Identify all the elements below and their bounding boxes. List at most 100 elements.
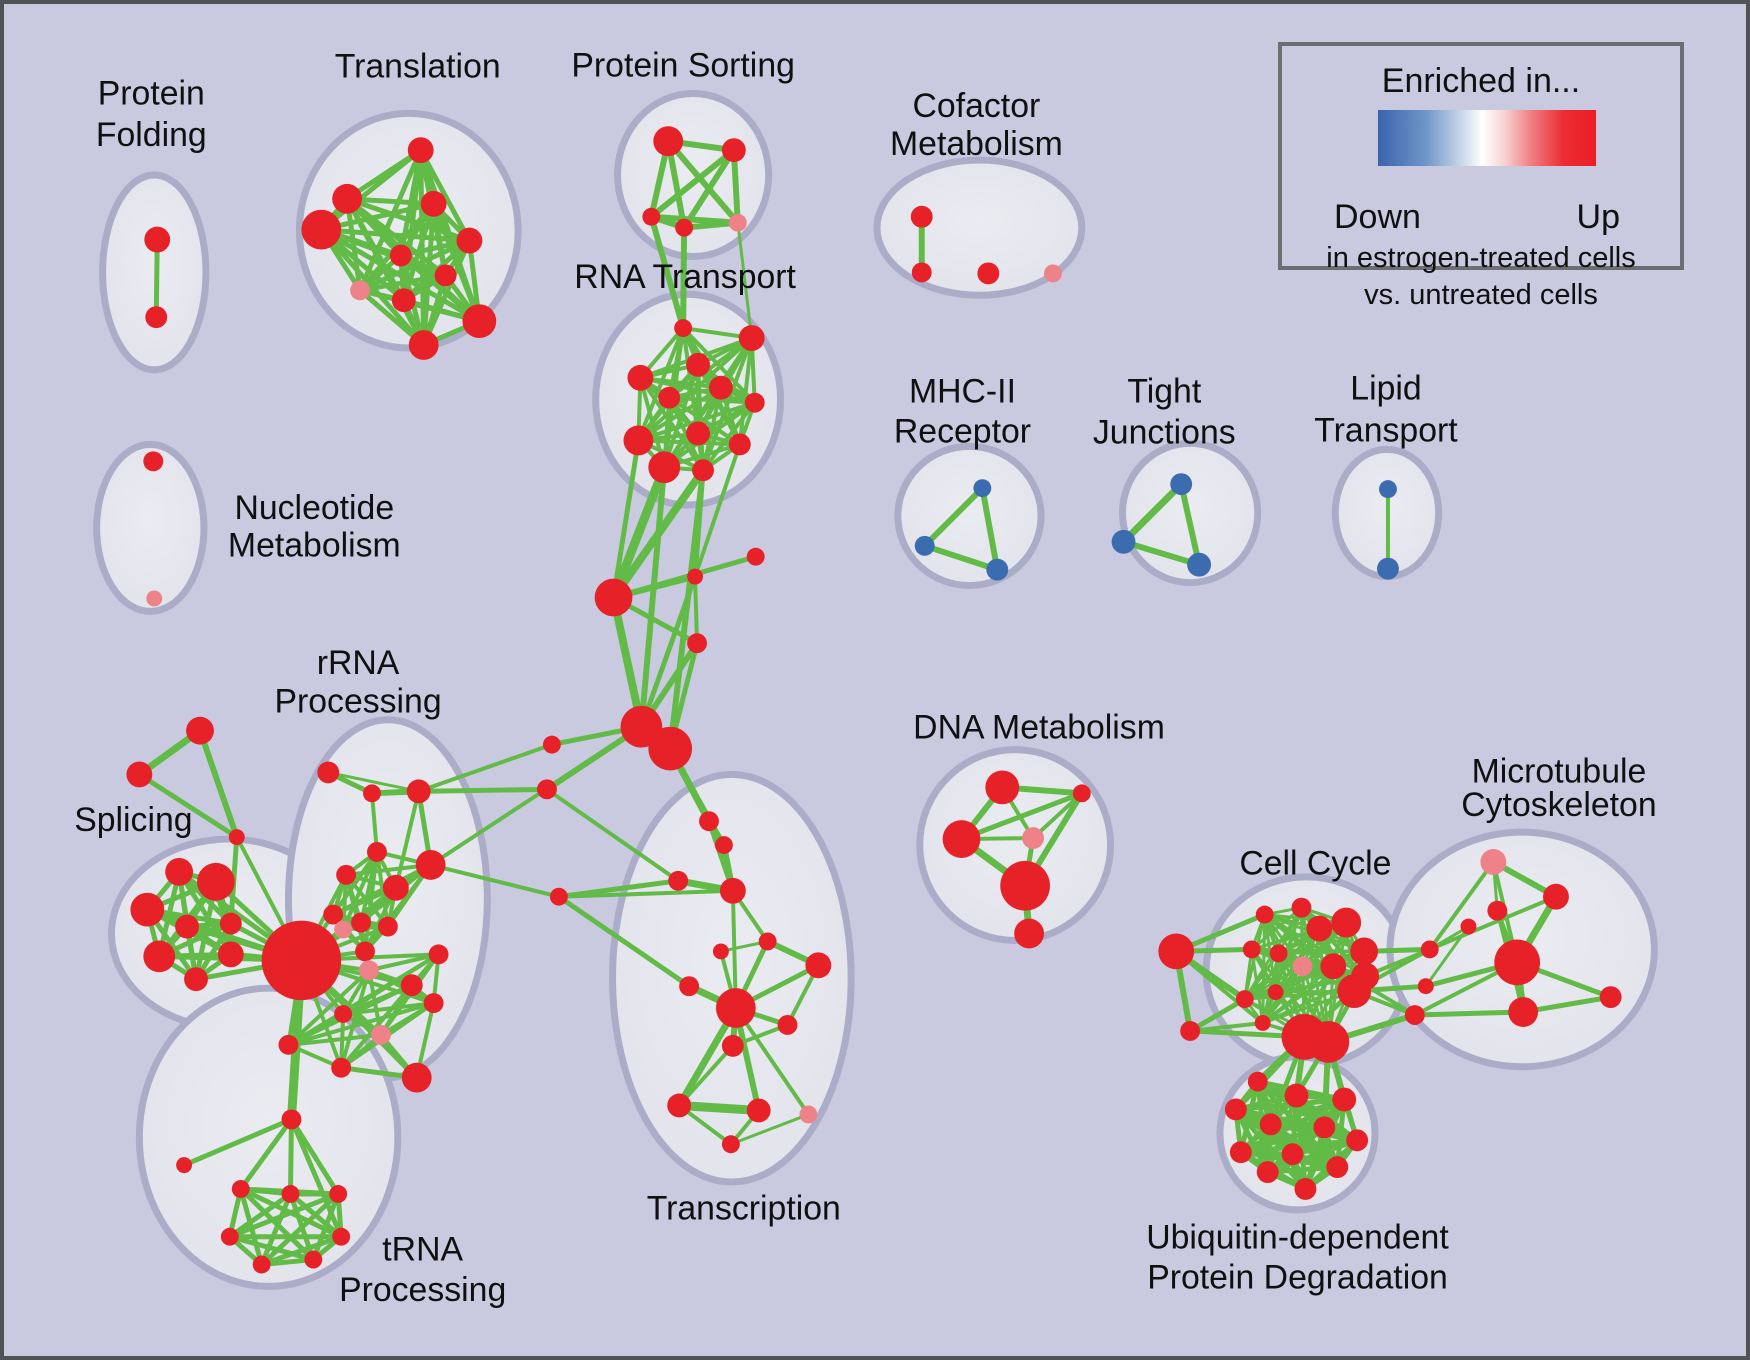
- node-r21: [359, 960, 379, 981]
- edge-tc14-tc15: [729, 1112, 810, 1146]
- node-m2: [1543, 883, 1569, 910]
- node-cc1: [1180, 1020, 1201, 1041]
- edge-tr2-tr8: [344, 196, 363, 293]
- edge-ps1-ps5: [665, 138, 741, 226]
- edge-rt6-rt9: [636, 385, 723, 443]
- node-h4: [687, 633, 707, 654]
- edge-rt11-h2: [609, 462, 669, 602]
- cluster-cofactor-metabolism-label-line2: Metabolism: [890, 125, 1063, 163]
- node-u2: [1284, 1083, 1309, 1108]
- node-t7: [304, 1250, 323, 1269]
- edge-r16-r20: [286, 952, 441, 1047]
- node-tl: [176, 1157, 193, 1174]
- cluster-ubiquitin-degradation-label-line2: Protein Degradation: [1147, 1258, 1448, 1296]
- node-cc3: [1291, 897, 1312, 918]
- cluster-tight-junctions-label-line1: Tight: [1127, 373, 1201, 411]
- node-cc4: [1306, 915, 1333, 942]
- edge-ps2-ps4: [681, 147, 737, 231]
- legend-caption-line2: vs. untreated cells: [1364, 279, 1598, 311]
- edge-cn2-m7: [1424, 925, 1470, 988]
- node-tr2: [332, 183, 363, 214]
- node-tc12: [667, 1093, 692, 1118]
- edge-x0-r3: [416, 742, 554, 794]
- node-d6: [1014, 918, 1044, 949]
- node-rt8: [686, 421, 710, 446]
- edge-tr1-tr8: [357, 147, 424, 293]
- node-tr5: [456, 227, 483, 254]
- cluster-protein-folding-label-line2: Folding: [96, 116, 207, 154]
- node-tj3: [1187, 552, 1212, 577]
- edge-r1-r3: [326, 770, 421, 793]
- cluster-protein-sorting-ellipse: [614, 89, 773, 260]
- cluster-protein-folding-ellipse: [99, 171, 210, 374]
- node-t4: [329, 1185, 348, 1203]
- cluster-microtubule-cytoskeleton-label-line2: Cytoskeleton: [1461, 786, 1656, 824]
- legend-caption-line1: in estrogen-treated cells: [1326, 242, 1636, 274]
- cluster-microtubule-cytoskeleton-label-line1: Microtubule: [1472, 752, 1647, 790]
- node-rt4: [627, 364, 654, 391]
- edge-mh2-mh3: [921, 542, 1001, 573]
- edge-cn1-m1: [1427, 859, 1496, 952]
- node-tr9: [391, 288, 416, 313]
- node-tc2: [714, 836, 733, 854]
- cluster-mhc-ii-receptor-label-line2: Receptor: [894, 412, 1031, 450]
- edge-rt4-rt12: [638, 375, 706, 473]
- node-r12: [355, 941, 375, 962]
- cluster-lipid-transport-label-line2: Transport: [1314, 411, 1458, 449]
- cluster-transcription-ellipse: [609, 770, 855, 1186]
- node-s5: [219, 912, 242, 935]
- node-tj2: [1111, 529, 1136, 554]
- edge-u6-u8: [1238, 1124, 1327, 1155]
- node-tr6: [389, 244, 412, 267]
- node-lp2: [1377, 557, 1399, 580]
- node-u6: [1313, 1116, 1336, 1139]
- node-s3: [197, 862, 235, 901]
- cluster-labels: Protein Folding Translation Protein Sorting…: [74, 46, 1656, 1309]
- edge-tc12-tc13: [674, 1101, 764, 1115]
- legend-box: Enriched in... Down Up in estrogen-treat…: [1278, 42, 1684, 311]
- node-tr11: [408, 330, 439, 360]
- node-rt2: [738, 325, 765, 351]
- node-r2: [363, 784, 381, 803]
- edge-x3-tc3: [544, 787, 681, 883]
- edge-cc7-cc11: [1243, 951, 1281, 1001]
- edge-ta-t3: [287, 1116, 294, 1197]
- edge-tj2-tj3: [1120, 538, 1203, 568]
- node-tc9: [715, 988, 756, 1028]
- node-t5: [220, 1227, 239, 1246]
- edge-gb-gc: [136, 771, 240, 840]
- cluster-mhc-ii-receptor-ellipse: [894, 442, 1045, 590]
- cluster-nucleotide-metabolism-label-line1: Nucleotide: [234, 489, 394, 527]
- edge-d2-d4: [1031, 791, 1084, 841]
- legend-axis-labels: Down Up: [1282, 198, 1680, 237]
- edge-tj1-tj3: [1178, 481, 1203, 568]
- node-r11: [334, 920, 353, 939]
- cluster-translation-label-line1: Translation: [335, 47, 501, 85]
- node-cc10: [1350, 937, 1379, 966]
- node-tr4: [301, 209, 342, 250]
- edge-rt11-G1: [638, 464, 668, 730]
- node-cc5: [1331, 907, 1362, 938]
- node-u3: [1332, 1087, 1357, 1112]
- edge-tl-ta: [181, 1116, 294, 1168]
- node-cc0: [1158, 933, 1195, 970]
- node-u11: [1326, 1156, 1349, 1179]
- node-tc5: [712, 943, 729, 960]
- node-r4: [367, 842, 387, 862]
- edge-h3-h2: [611, 554, 759, 600]
- node-ta: [281, 1109, 302, 1130]
- edge-rt9-rt10: [636, 438, 742, 447]
- node-x3: [537, 779, 557, 800]
- node-ps3: [642, 207, 661, 226]
- cluster-trna-processing-label-line2: Processing: [339, 1271, 506, 1309]
- node-G4: [1307, 1020, 1350, 1063]
- node-s1: [165, 857, 194, 886]
- edge-d2-d3: [959, 790, 1085, 842]
- node-t2: [231, 1180, 250, 1198]
- nodes: [126, 126, 1622, 1274]
- node-u1: [1247, 1071, 1268, 1092]
- node-pf1: [144, 226, 171, 253]
- node-r9: [351, 912, 371, 933]
- node-r7: [382, 874, 409, 901]
- cluster-cofactor-metabolism-label-line1: Cofactor: [913, 87, 1041, 125]
